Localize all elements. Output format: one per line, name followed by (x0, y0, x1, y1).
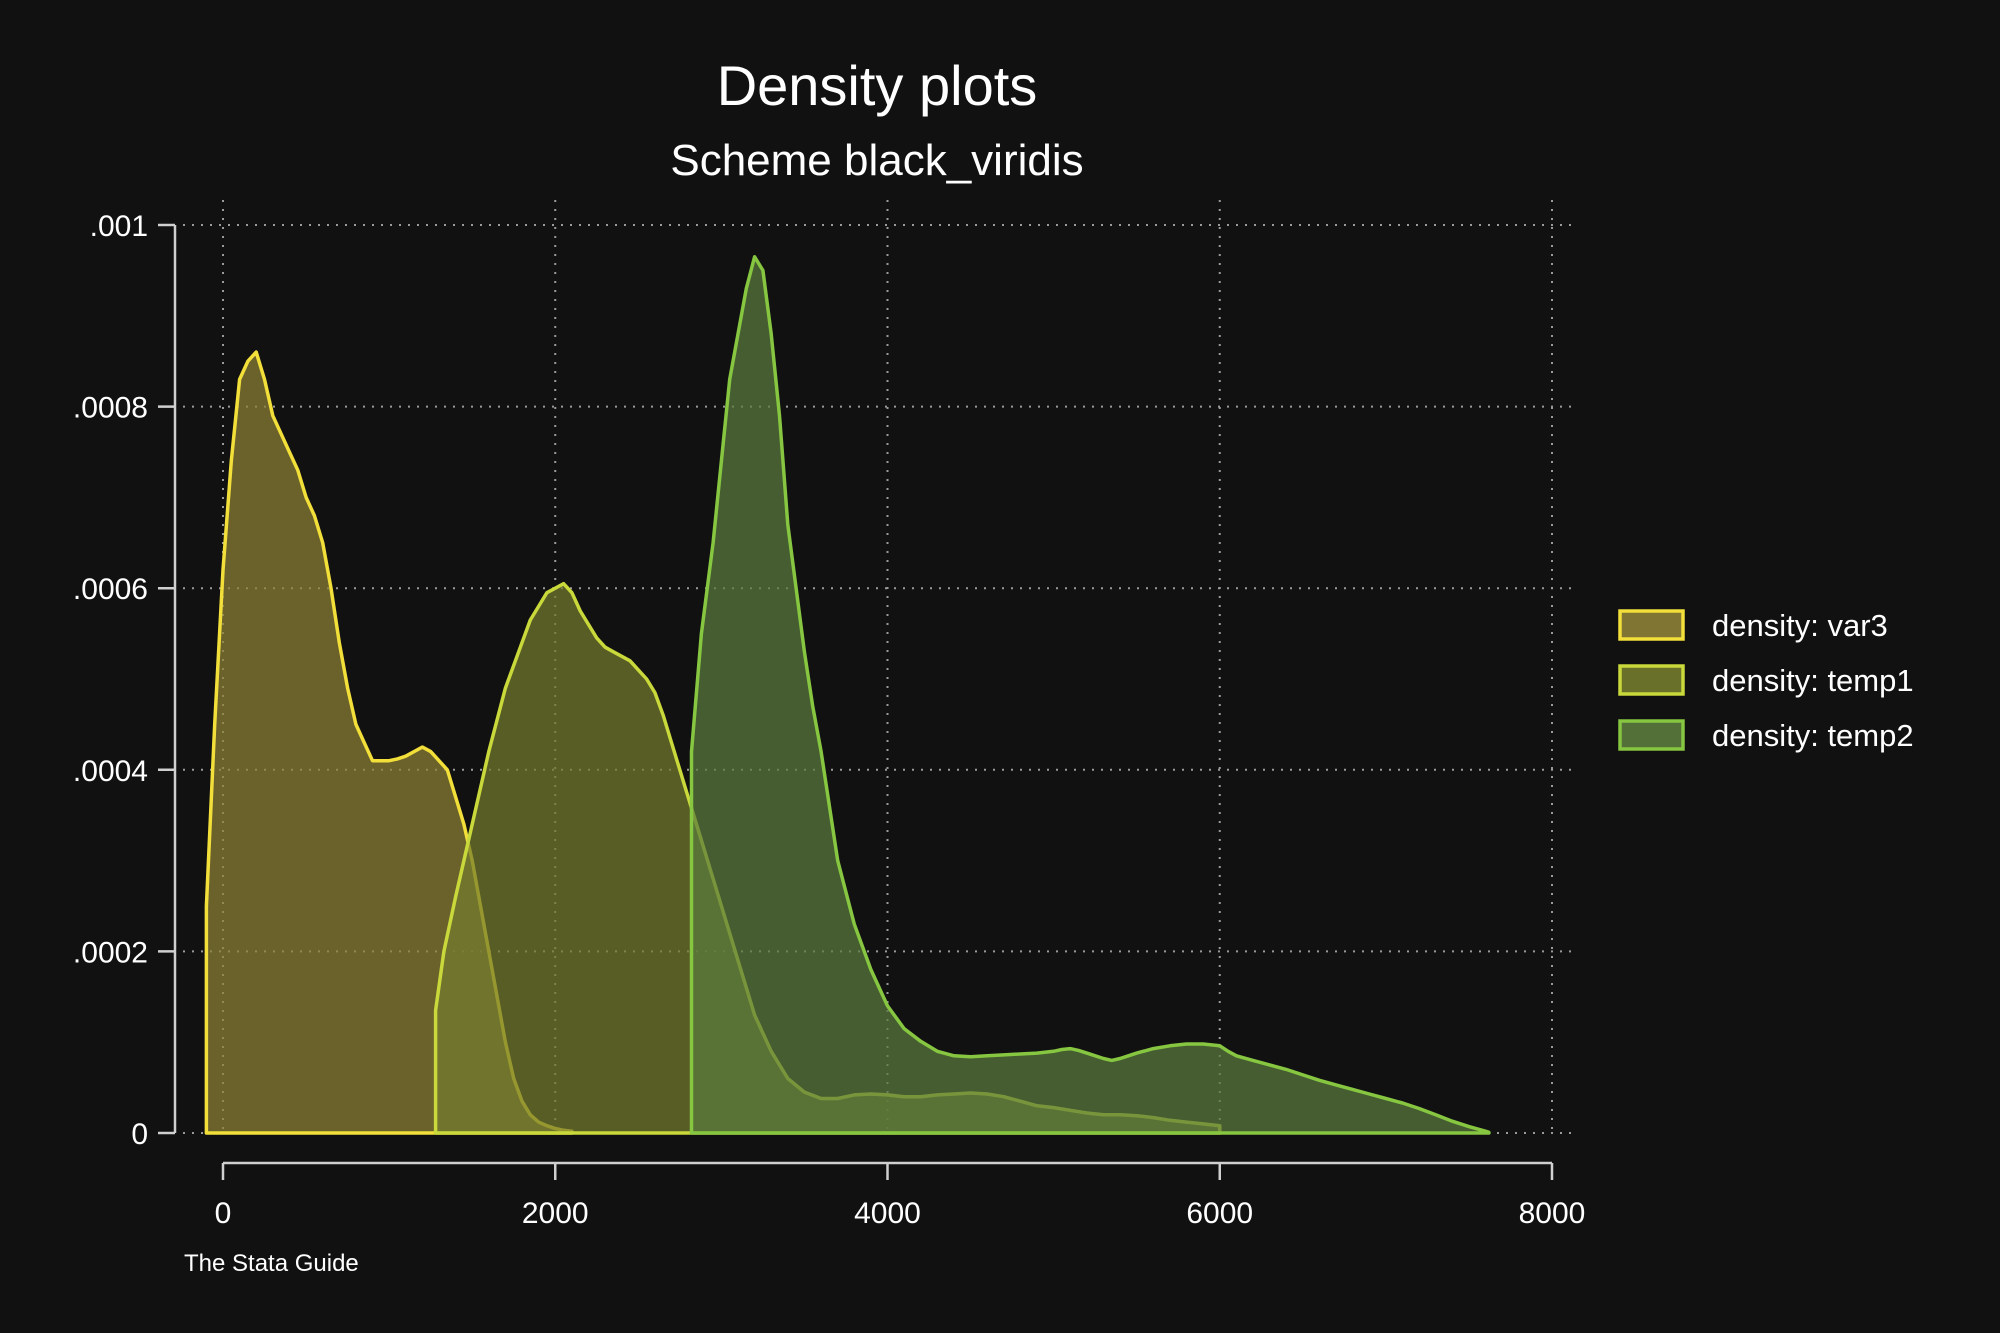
series-areas (204, 255, 1491, 1135)
x-tick-label-4: 8000 (1519, 1197, 1586, 1230)
x-tick-label-0: 0 (215, 1197, 232, 1230)
legend-swatch-0 (1618, 609, 1685, 641)
x-tick-label-2: 4000 (854, 1197, 921, 1230)
y-tick-label-3: .0006 (73, 573, 148, 606)
chart-note: The Stata Guide (184, 1250, 359, 1277)
y-tick-label-5: .001 (90, 210, 148, 243)
y-tick-label-1: .0002 (73, 936, 148, 969)
y-tick-label-4: .0008 (73, 392, 148, 425)
chart-subtitle: Scheme black_viridis (670, 136, 1083, 185)
series-area-2 (689, 255, 1491, 1135)
legend: density: var3 density: temp1 density: temp… (1618, 608, 1914, 753)
y-tick-label-0: 0 (131, 1118, 148, 1151)
legend-label-2: density: temp2 (1712, 718, 1914, 753)
legend-label-0: density: var3 (1712, 608, 1888, 643)
axes: 0 .0002 .0004 .0006 .0008 .001 0 2000 4000 6000 80… (73, 210, 1585, 1230)
legend-swatch-1 (1618, 664, 1685, 696)
chart-title: Density plots (717, 54, 1038, 117)
legend-swatch-2 (1618, 719, 1685, 751)
legend-label-1: density: temp1 (1712, 663, 1914, 698)
x-tick-label-3: 6000 (1186, 1197, 1253, 1230)
y-tick-label-2: .0004 (73, 755, 148, 788)
x-tick-label-1: 2000 (522, 1197, 589, 1230)
